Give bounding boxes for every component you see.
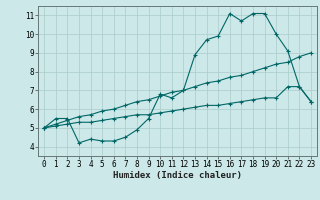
X-axis label: Humidex (Indice chaleur): Humidex (Indice chaleur)	[113, 171, 242, 180]
